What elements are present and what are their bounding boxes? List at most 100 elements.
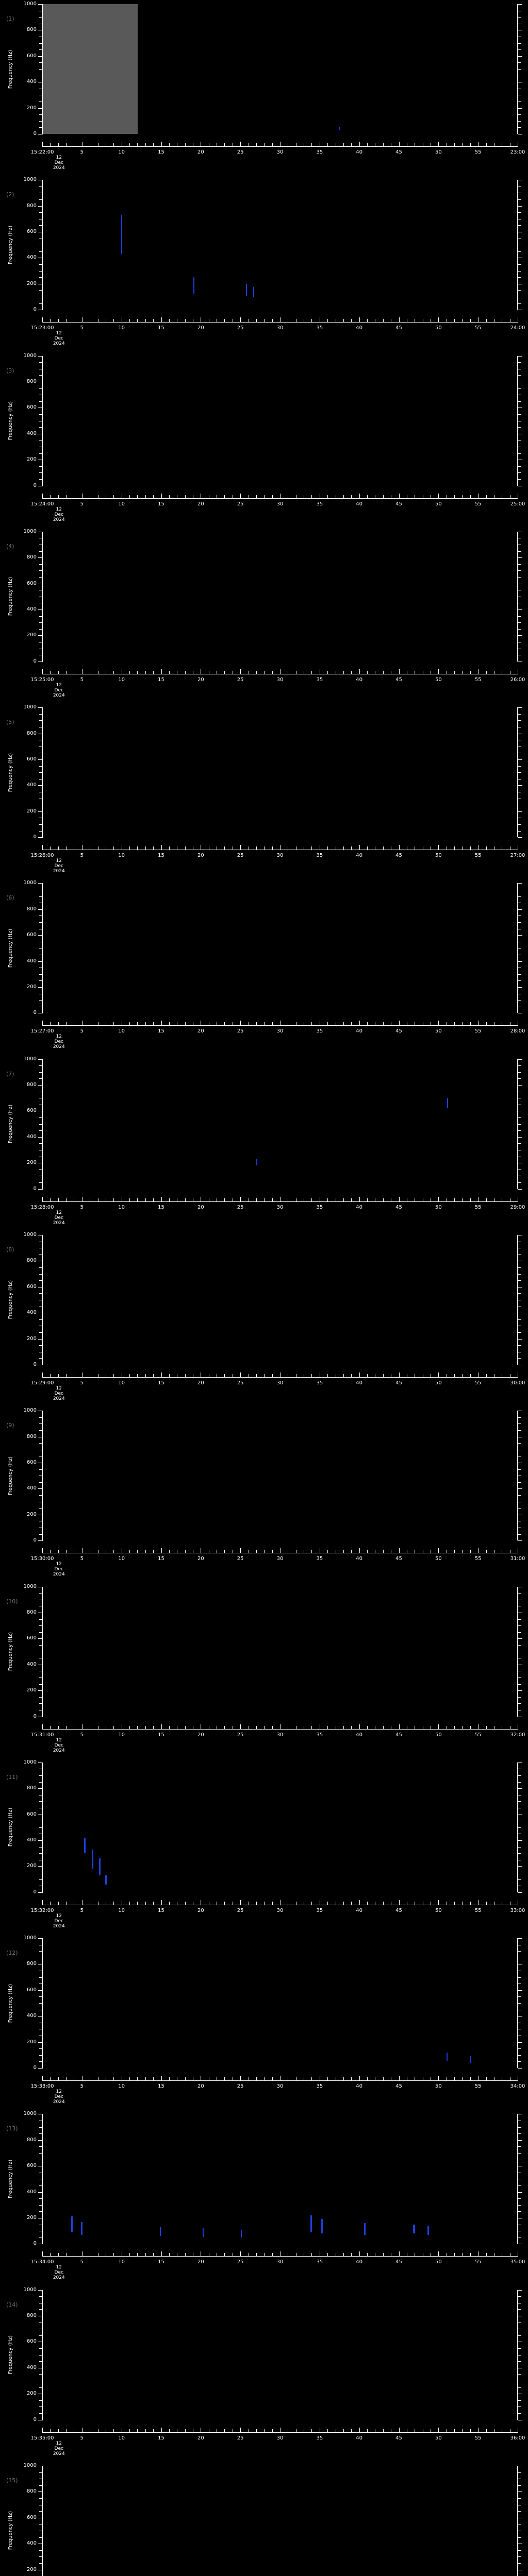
y-axis-minor-tick-right bbox=[518, 127, 521, 128]
x-axis-tick-label: 20 bbox=[197, 149, 204, 155]
data-mark bbox=[256, 1159, 258, 1166]
y-axis-minor-tick bbox=[39, 1775, 43, 1776]
x-axis-end-label: 25:00 bbox=[510, 501, 525, 507]
y-axis-minor-tick-right bbox=[518, 2185, 521, 2186]
y-axis-minor-tick-right bbox=[518, 472, 521, 473]
x-axis-minor-tick bbox=[264, 143, 265, 146]
y-axis-tick bbox=[38, 1938, 43, 1939]
y-axis-tick-label: 400 bbox=[26, 2540, 37, 2547]
date-line: 12 bbox=[56, 506, 62, 512]
y-axis-tick bbox=[38, 987, 43, 988]
y-axis-tick-label: 200 bbox=[26, 1335, 37, 1342]
x-axis-start-label: 15:22:00 bbox=[30, 149, 54, 155]
x-axis-start-label: 15:28:00 bbox=[30, 1204, 54, 1210]
x-axis-tick-label: 20 bbox=[197, 1732, 204, 1738]
x-axis-minor-tick bbox=[50, 846, 51, 850]
x-axis-minor-tick bbox=[311, 1198, 312, 1201]
y-axis-tick bbox=[38, 935, 43, 936]
x-axis-tick-label: 45 bbox=[395, 149, 402, 155]
x-axis-tick-label: 50 bbox=[435, 1028, 442, 1035]
y-axis-minor-tick-right bbox=[518, 720, 521, 721]
x-axis-end-label: 35:00 bbox=[510, 2259, 525, 2265]
y-axis-minor-tick-right bbox=[518, 49, 521, 50]
x-axis-tick bbox=[399, 142, 400, 146]
x-axis-minor-tick bbox=[311, 2253, 312, 2257]
y-axis-tick bbox=[38, 1788, 43, 1789]
x-axis-tick-label: 25 bbox=[237, 853, 244, 859]
x-axis-start-label: 15:25:00 bbox=[30, 676, 54, 683]
y-axis-minor-tick bbox=[39, 2127, 43, 2128]
x-axis-minor-tick bbox=[153, 1901, 154, 1905]
x-axis-minor-tick bbox=[169, 1198, 170, 1201]
x-axis-tick bbox=[399, 493, 400, 498]
y-axis-minor-tick-right bbox=[518, 1495, 521, 1496]
x-axis-tick bbox=[359, 1548, 360, 1553]
x-axis-minor-tick bbox=[224, 846, 225, 850]
panel-number: (8) bbox=[6, 1246, 14, 1253]
x-axis-minor-tick bbox=[137, 495, 138, 498]
y-axis-minor-tick bbox=[39, 2335, 43, 2336]
x-axis-minor-tick bbox=[145, 2077, 146, 2081]
y-axis-minor-tick bbox=[39, 616, 43, 617]
x-axis-minor-tick bbox=[383, 1725, 384, 1729]
x-axis-tick-label: 50 bbox=[435, 2435, 442, 2441]
x-axis-minor-tick bbox=[343, 1374, 344, 1377]
x-axis-tick bbox=[399, 2076, 400, 2081]
y-axis-minor-tick-right bbox=[518, 2003, 521, 2004]
panel-number: (7) bbox=[6, 1070, 14, 1077]
y-axis-tick-label: 1000 bbox=[23, 1935, 37, 1941]
x-axis-tick-label: 20 bbox=[197, 1204, 204, 1210]
x-axis-minor-tick bbox=[66, 670, 67, 674]
x-axis-minor-tick bbox=[383, 1901, 384, 1905]
x-axis-date-label: 12 Dec 2024 bbox=[53, 1738, 65, 1753]
x-axis: 15:28:00 5 10 15 20 25 30 35 40 45 50 55 29:00 12 Dec 2… bbox=[31, 1196, 525, 1226]
x-axis-minor-tick bbox=[470, 2253, 471, 2257]
panel-number: (9) bbox=[6, 1422, 14, 1429]
x-axis-tick bbox=[42, 1724, 43, 1729]
x-axis-minor-tick bbox=[224, 2253, 225, 2257]
x-axis-tick bbox=[438, 1548, 439, 1553]
x-axis-tick-label: 45 bbox=[395, 676, 402, 683]
x-axis-minor-tick bbox=[256, 495, 257, 498]
x-axis-tick bbox=[399, 845, 400, 850]
spectrogram-panel: (12) Frequency (Hz) 0 200 400 600 800 1000 15:33… bbox=[0, 1934, 528, 2110]
y-axis-minor-tick bbox=[39, 1124, 43, 1125]
x-axis-minor-tick bbox=[264, 1022, 265, 1026]
y-axis-minor-tick-right bbox=[518, 1703, 521, 1704]
panel-number: (11) bbox=[6, 1773, 18, 1781]
x-axis-minor-tick bbox=[58, 846, 59, 850]
y-axis-minor-tick bbox=[39, 2406, 43, 2408]
x-axis-minor-tick bbox=[454, 143, 455, 146]
y-axis-tick-label: 800 bbox=[26, 1258, 37, 1264]
data-mark bbox=[246, 283, 248, 296]
y-axis-title: Frequency (Hz) bbox=[8, 225, 14, 264]
x-axis-tick bbox=[42, 493, 43, 498]
y-axis-tick bbox=[38, 1990, 43, 1991]
x-axis-tick-label: 35 bbox=[316, 1732, 323, 1738]
data-mark bbox=[321, 2219, 323, 2234]
x-axis-minor-tick bbox=[145, 1550, 146, 1553]
x-axis-minor-tick bbox=[486, 1901, 487, 1905]
y-axis-tick-label: 600 bbox=[26, 404, 37, 411]
y-axis-minor-tick-right bbox=[518, 2556, 521, 2557]
y-axis-minor-tick-right bbox=[518, 570, 521, 571]
spectrogram-panel: (5) Frequency (Hz) 0 200 400 600 800 1000 15:26:… bbox=[0, 703, 528, 879]
y-axis-minor-tick-right bbox=[518, 1469, 521, 1470]
x-axis-minor-tick bbox=[486, 2077, 487, 2081]
y-axis-minor-tick-right bbox=[518, 577, 521, 578]
y-axis-minor-tick-right bbox=[518, 2348, 521, 2349]
y-axis-tick-right bbox=[518, 1488, 522, 1489]
y-axis-tick-label: 400 bbox=[26, 2013, 37, 2019]
x-axis-tick bbox=[42, 1900, 43, 1905]
x-axis-minor-tick bbox=[462, 319, 463, 323]
y-axis-tick-label: 800 bbox=[26, 1433, 37, 1439]
x-axis-minor-tick bbox=[343, 2077, 344, 2081]
x-axis-tick-label: 20 bbox=[197, 325, 204, 331]
x-axis-tick-label: 10 bbox=[118, 1556, 125, 1562]
y-axis-tick-label: 1000 bbox=[23, 177, 37, 183]
data-mark bbox=[80, 2222, 82, 2235]
x-axis-minor-tick bbox=[351, 319, 352, 323]
x-axis-minor-tick bbox=[224, 1198, 225, 1201]
y-axis-minor-tick-right bbox=[518, 453, 521, 454]
x-axis-tick-label: 40 bbox=[356, 325, 363, 331]
